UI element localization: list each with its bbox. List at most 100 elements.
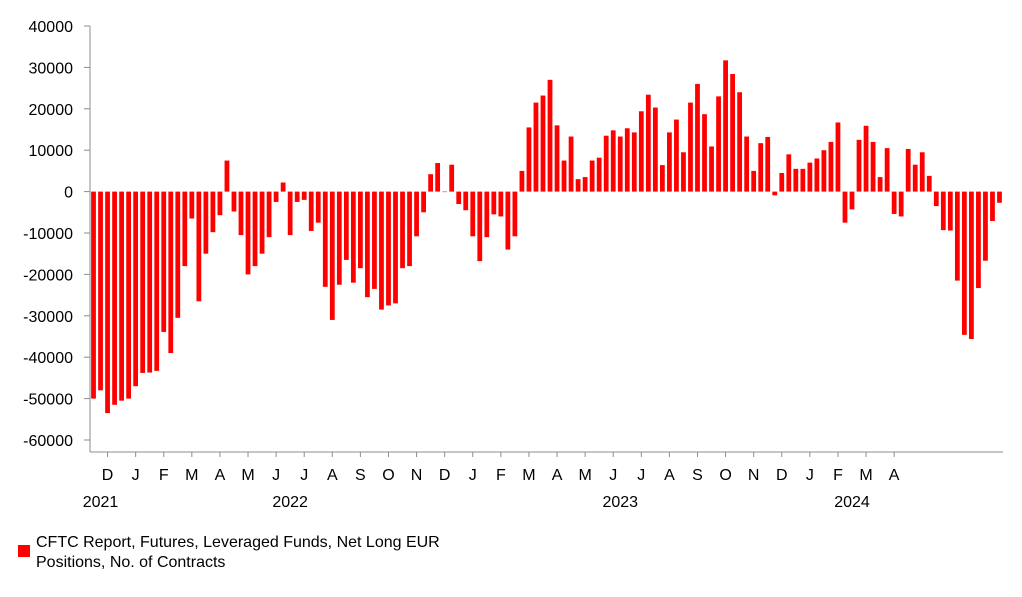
- bar: [681, 152, 686, 192]
- bar: [182, 191, 188, 267]
- bar: [161, 191, 167, 332]
- bar: [358, 191, 363, 269]
- x-month-label: J: [132, 467, 140, 484]
- x-month-label: D: [776, 467, 788, 484]
- bar: [336, 191, 342, 285]
- bar: [238, 191, 244, 236]
- bar: [610, 130, 616, 192]
- bar: [688, 102, 693, 192]
- y-tick-label: -20000: [23, 267, 73, 284]
- bar: [793, 168, 799, 192]
- bar: [547, 79, 553, 192]
- bar: [322, 191, 328, 287]
- legend-label: CFTC Report, Futures, Leveraged Funds, N…: [36, 533, 526, 573]
- bar: [435, 163, 441, 192]
- bar: [884, 148, 890, 192]
- y-tick-label: 30000: [29, 60, 74, 77]
- bar: [582, 177, 588, 192]
- bar: [983, 191, 988, 261]
- bar: [189, 191, 195, 219]
- bar: [947, 191, 953, 231]
- bar: [737, 92, 743, 192]
- bar: [287, 191, 293, 236]
- axes: [84, 25, 1003, 457]
- bar: [716, 96, 721, 192]
- y-tick-label: 20000: [29, 102, 74, 119]
- bar: [407, 191, 412, 267]
- x-month-label: F: [496, 467, 506, 484]
- bar: [428, 174, 434, 192]
- bar: [91, 191, 96, 399]
- x-month-label: M: [522, 467, 535, 484]
- y-tick-label: -50000: [23, 392, 73, 409]
- bar: [484, 191, 490, 238]
- bar: [898, 191, 904, 217]
- bar: [175, 191, 181, 318]
- bar: [765, 136, 771, 192]
- bar: [280, 182, 286, 192]
- bar: [744, 136, 750, 192]
- bar: [350, 191, 356, 283]
- bar: [800, 168, 806, 192]
- y-tick-label: -40000: [23, 350, 73, 367]
- bar: [561, 160, 567, 192]
- bar: [365, 191, 370, 298]
- bar: [372, 191, 377, 289]
- bar: [919, 152, 925, 192]
- bar: [112, 191, 117, 405]
- bar: [758, 143, 764, 192]
- bar: [695, 83, 700, 192]
- x-month-label: J: [272, 467, 280, 484]
- bar: [814, 158, 820, 192]
- bar: [217, 191, 223, 216]
- bar: [203, 191, 209, 254]
- x-month-label: N: [748, 467, 760, 484]
- bar: [119, 191, 124, 401]
- bar: [674, 119, 679, 192]
- x-year-label: 2021: [83, 494, 119, 511]
- x-year-label: 2022: [272, 494, 308, 511]
- bar: [252, 191, 258, 267]
- bar: [828, 141, 834, 192]
- bar: [807, 162, 813, 192]
- bar: [905, 148, 911, 192]
- x-month-label: O: [382, 467, 394, 484]
- x-month-label: S: [692, 467, 703, 484]
- bar: [863, 125, 869, 192]
- x-month-label: F: [833, 467, 843, 484]
- x-month-label: A: [664, 467, 675, 484]
- bar: [589, 160, 595, 192]
- bar: [400, 191, 405, 269]
- bar: [659, 165, 665, 192]
- bar: [301, 191, 307, 200]
- bar: [603, 135, 609, 192]
- bar: [779, 172, 785, 192]
- bar: [961, 191, 967, 335]
- bar: [154, 191, 160, 371]
- bar-chart: 40000 30000 20000 10000 0 -10000 -20000 -30000 -…: [23, 19, 1003, 511]
- bar: [772, 191, 778, 196]
- bar: [997, 191, 1002, 203]
- bar: [343, 191, 349, 260]
- bar: [933, 191, 939, 207]
- bar: [631, 132, 637, 192]
- bar: [667, 132, 672, 192]
- bar: [456, 191, 462, 205]
- y-tick-label: 0: [64, 185, 73, 202]
- bar: [421, 191, 426, 213]
- y-tick-label: -30000: [23, 309, 73, 326]
- bar: [414, 191, 419, 237]
- bar: [133, 191, 139, 387]
- bar: [498, 191, 504, 217]
- bar: [470, 191, 476, 237]
- x-month-label: O: [719, 467, 731, 484]
- bar: [393, 191, 398, 304]
- bar: [224, 160, 230, 192]
- bar: [442, 191, 448, 193]
- x-month-label: M: [185, 467, 198, 484]
- x-month-label: J: [637, 467, 645, 484]
- bar: [512, 191, 518, 237]
- x-month-label: F: [159, 467, 169, 484]
- x-month-label: A: [889, 467, 900, 484]
